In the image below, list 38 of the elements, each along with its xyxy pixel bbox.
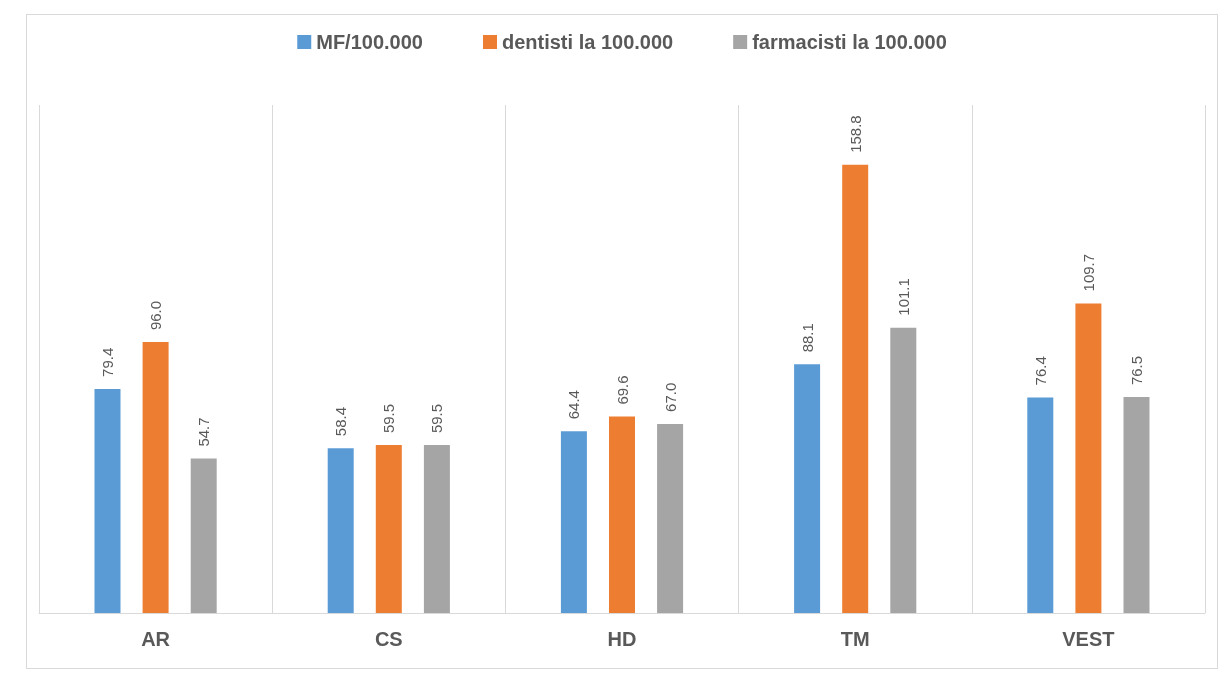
bar	[794, 364, 821, 613]
bar	[1075, 303, 1102, 613]
data-label: 64.4	[565, 390, 583, 420]
bar	[657, 423, 684, 613]
data-label: 58.4	[332, 406, 350, 437]
x-tick-label: CS	[374, 628, 403, 650]
legend-label: MF/100.000	[316, 31, 423, 53]
legend-label: dentisti la 100.000	[501, 31, 674, 53]
bar	[609, 416, 635, 613]
data-label: 101.1	[894, 278, 912, 316]
legend-label: farmacisti la 100.000	[752, 31, 947, 53]
data-label: 59.5	[380, 403, 398, 434]
data-label: 76.4	[1031, 356, 1049, 386]
bar	[142, 342, 169, 613]
data-label: 69.6	[613, 375, 631, 405]
x-tick-label: HD	[607, 628, 637, 650]
data-label: 109.7	[1079, 253, 1097, 292]
data-label: 79.4	[99, 347, 116, 377]
bar	[560, 431, 587, 613]
bar	[842, 164, 869, 613]
data-label: 96.0	[147, 300, 165, 331]
x-tick-label: AR	[141, 628, 171, 650]
x-tick-label: VEST	[1062, 628, 1115, 650]
x-tick-label: TM	[840, 628, 870, 650]
bar	[1123, 397, 1150, 613]
data-label: 67.0	[661, 382, 679, 412]
bar	[190, 458, 217, 613]
bar	[1027, 397, 1054, 613]
bar	[327, 448, 354, 613]
bar	[423, 445, 450, 613]
bar	[890, 327, 917, 613]
data-label: 54.7	[195, 417, 213, 447]
bar	[375, 445, 402, 613]
data-label: 59.5	[428, 403, 446, 434]
data-label: 76.5	[1128, 355, 1145, 386]
bar	[94, 388, 121, 613]
data-label: 158.8	[846, 115, 864, 153]
data-label: 88.1	[798, 323, 816, 353]
